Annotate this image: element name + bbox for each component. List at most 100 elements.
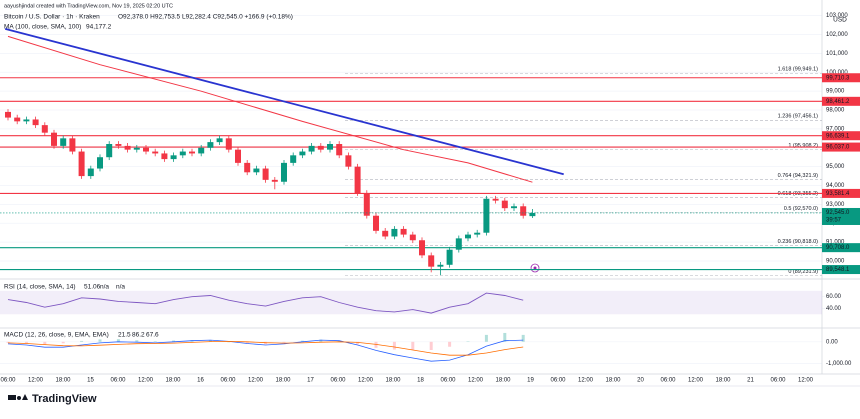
histogram-bar (24, 341, 28, 344)
price-badge (822, 265, 860, 275)
rsi-line (7, 292, 524, 314)
candle-body (262, 168, 269, 180)
candle-body (152, 151, 159, 154)
brand-logo (8, 394, 28, 400)
candle-body (391, 228, 398, 237)
histogram-bar (80, 340, 84, 342)
fib-label: 1.618 (99,949.1) (778, 67, 819, 73)
candle-body (400, 228, 407, 235)
histogram-bar (521, 334, 525, 342)
histogram-bar (43, 341, 47, 345)
event-icon-dot (533, 266, 537, 270)
y-tick-label: 91,000 (826, 240, 845, 246)
indicator-value: 86.2 (132, 332, 145, 339)
histogram-bar (282, 341, 286, 343)
candle-body (363, 193, 370, 216)
histogram-bar (503, 332, 507, 342)
histogram-bar (116, 339, 120, 342)
histogram-bar (135, 340, 139, 342)
price-badge-label: 98,461.2 (826, 99, 850, 105)
candle-body (299, 151, 306, 156)
candle-body (143, 147, 149, 152)
fib-label: 0.5 (92,570.0) (784, 206, 818, 212)
countdown: 39:57 (826, 218, 842, 224)
symbol-title: Bitcoin / U.S. Dollar · 1h · Kraken (4, 14, 100, 21)
fib-label: 1 (95,908.2) (788, 143, 818, 149)
candle-body (373, 215, 379, 231)
price-badge (822, 131, 860, 141)
candle-body (87, 168, 94, 177)
histogram-bar (466, 341, 470, 342)
price-badge-label: 93,581.4 (826, 191, 850, 197)
rsi-band (0, 290, 822, 315)
candle-body (216, 138, 223, 143)
price-badge-label: 99,710.3 (826, 75, 850, 81)
candle-body (474, 232, 481, 235)
fib-label: 1.236 (97,456.1) (778, 114, 819, 120)
candle-body (32, 119, 39, 126)
brand: TradingView (32, 393, 97, 405)
candle-body (14, 117, 21, 122)
x-tick-label: 18:00 (275, 378, 291, 384)
indicator-title: RSI (14, close, SMA, 14) (4, 284, 76, 291)
price-badge-label: 89,548.1 (826, 267, 850, 273)
y-tick-label: 103,000 (826, 13, 848, 19)
candle-body (354, 166, 361, 194)
candle-body (78, 151, 85, 177)
candle-body (529, 212, 536, 217)
x-tick-label: 17 (307, 378, 314, 384)
x-tick-label: 12:00 (578, 378, 594, 384)
x-tick-label: 06:00 (110, 378, 126, 384)
candle-body (41, 125, 48, 133)
fib-label: 0.764 (94,321.9) (778, 173, 819, 179)
candle-body (511, 206, 517, 209)
candle-body (198, 147, 205, 154)
histogram-bar (484, 334, 488, 342)
x-tick-label: 21 (747, 378, 754, 384)
indicator-title: MACD (12, 26, close, 9, EMA, EMA) (4, 332, 109, 339)
y-tick-label: 95,000 (826, 164, 845, 170)
x-tick-label: 12:00 (468, 378, 484, 384)
x-tick-label: 18:00 (165, 378, 181, 384)
candle-body (492, 198, 499, 201)
indicator-value: n/a (100, 284, 109, 291)
candle-body (97, 157, 103, 169)
histogram-bar (429, 341, 433, 350)
histogram-bar (411, 341, 415, 350)
candle-body (419, 240, 425, 256)
x-tick-label: 18:00 (55, 378, 71, 384)
price-badge (822, 142, 860, 152)
moving-average (7, 35, 533, 183)
candle-body (161, 153, 168, 160)
candle-body (179, 151, 186, 156)
histogram-bar (227, 341, 231, 343)
event-icon[interactable] (530, 263, 540, 273)
x-tick-label: 06:00 (770, 378, 786, 384)
histogram-bar (448, 341, 452, 347)
candle-body (69, 138, 76, 152)
last-price-label: 92,545.0 (826, 210, 850, 216)
y-tick-label: 40.00 (826, 306, 842, 312)
histogram-bar (337, 340, 341, 342)
candle-body (225, 138, 232, 150)
macd-line (7, 339, 524, 362)
candle-body (133, 147, 140, 150)
x-tick-label: 12:00 (138, 378, 154, 384)
x-tick-label: 12:00 (358, 378, 374, 384)
candle-body (207, 142, 214, 148)
y-tick-label: 101,000 (826, 51, 848, 57)
y-tick-label: 99,000 (826, 89, 845, 95)
candle-body (244, 162, 251, 173)
x-tick-label: 12:00 (798, 378, 814, 384)
y-tick-label: 102,000 (826, 32, 848, 38)
x-tick-label: 19 (527, 378, 534, 384)
y-tick-label: 0.00 (826, 339, 838, 345)
x-tick-label: 12:00 (688, 378, 704, 384)
x-tick-label: 18:00 (385, 378, 401, 384)
candle-body (465, 234, 471, 239)
fib-label: 0 (89,231.9) (788, 269, 818, 275)
candle-body (235, 149, 241, 163)
fib-label: 0.618 (93,355.2) (778, 191, 819, 197)
